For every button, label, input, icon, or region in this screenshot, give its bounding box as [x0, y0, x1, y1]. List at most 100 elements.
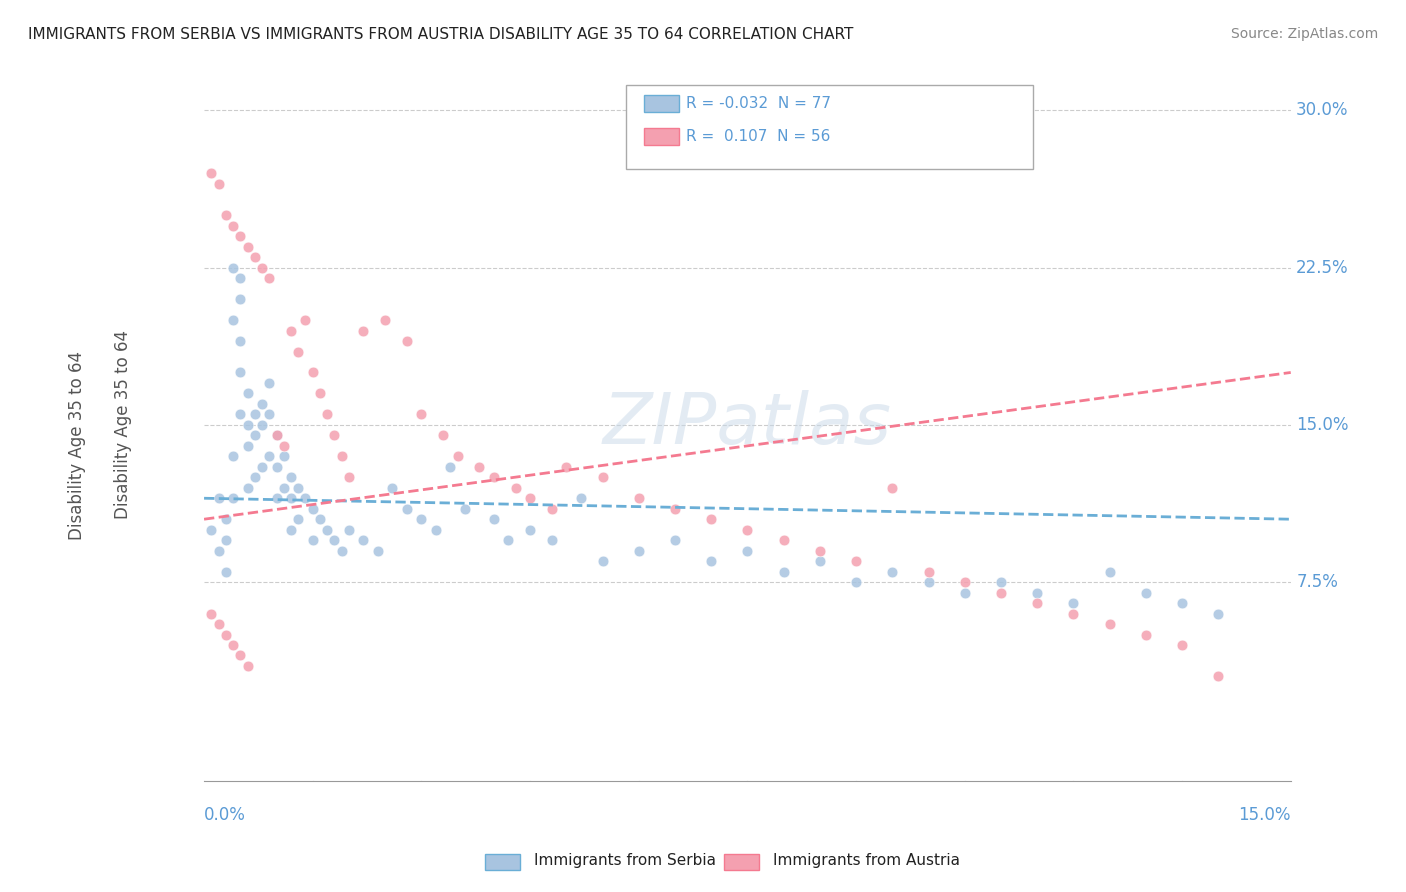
Point [990, 575, 1012, 590]
Point [236, 481, 259, 495]
Point [592, 470, 614, 484]
Point [200, 523, 222, 537]
Point [259, 450, 281, 464]
Text: Source: ZipAtlas.com: Source: ZipAtlas.com [1230, 27, 1378, 41]
Point [439, 459, 461, 474]
Point [808, 554, 831, 568]
Point [250, 397, 273, 411]
Point [236, 439, 259, 453]
Point [222, 491, 245, 506]
Text: 0.0%: 0.0% [204, 806, 246, 824]
Point [990, 585, 1012, 599]
Point [280, 324, 302, 338]
Text: Immigrants from Austria: Immigrants from Austria [773, 854, 960, 868]
Text: ZIPatlas: ZIPatlas [603, 391, 891, 459]
Point [207, 543, 229, 558]
Point [323, 533, 346, 548]
Point [243, 470, 266, 484]
Text: IMMIGRANTS FROM SERBIA VS IMMIGRANTS FROM AUSTRIA DISABILITY AGE 35 TO 64 CORREL: IMMIGRANTS FROM SERBIA VS IMMIGRANTS FRO… [28, 27, 853, 42]
Point [243, 250, 266, 264]
Point [381, 481, 404, 495]
Point [352, 324, 374, 338]
Point [569, 491, 592, 506]
Point [446, 450, 468, 464]
Point [1026, 585, 1049, 599]
Point [200, 166, 222, 180]
Point [207, 617, 229, 632]
Point [273, 439, 295, 453]
Point [808, 543, 831, 558]
Text: R =  0.107  N = 56: R = 0.107 N = 56 [686, 129, 831, 144]
Point [215, 208, 238, 222]
Point [1098, 617, 1121, 632]
Point [266, 428, 288, 442]
Point [1062, 596, 1084, 610]
Point [316, 408, 339, 422]
Point [273, 450, 295, 464]
Point [236, 659, 259, 673]
Point [200, 607, 222, 621]
Point [882, 565, 904, 579]
Point [374, 313, 396, 327]
Point [1171, 638, 1194, 652]
Point [367, 543, 389, 558]
Text: 7.5%: 7.5% [1296, 573, 1339, 591]
Point [280, 491, 302, 506]
Point [259, 271, 281, 285]
Point [395, 501, 418, 516]
Text: 15.0%: 15.0% [1239, 806, 1291, 824]
Point [519, 491, 541, 506]
Point [236, 417, 259, 432]
Point [519, 523, 541, 537]
Point [215, 565, 238, 579]
Point [266, 459, 288, 474]
Point [540, 533, 562, 548]
Point [229, 292, 252, 306]
Point [627, 543, 650, 558]
Point [482, 470, 505, 484]
Point [700, 554, 723, 568]
Point [294, 491, 316, 506]
Point [737, 543, 759, 558]
Point [280, 470, 302, 484]
Point [498, 533, 520, 548]
Point [229, 648, 252, 663]
Point [280, 523, 302, 537]
Point [482, 512, 505, 526]
Point [468, 459, 491, 474]
Point [243, 428, 266, 442]
Point [737, 523, 759, 537]
Text: 15.0%: 15.0% [1296, 416, 1348, 434]
Point [540, 501, 562, 516]
Point [627, 491, 650, 506]
Point [250, 459, 273, 474]
Point [917, 565, 939, 579]
Point [1098, 565, 1121, 579]
Point [882, 481, 904, 495]
Point [1062, 607, 1084, 621]
Point [259, 408, 281, 422]
Point [229, 366, 252, 380]
Point [1135, 627, 1157, 641]
Text: Immigrants from Serbia: Immigrants from Serbia [534, 854, 716, 868]
Point [215, 533, 238, 548]
Point [309, 512, 332, 526]
Point [1171, 596, 1194, 610]
Point [287, 512, 309, 526]
Text: 22.5%: 22.5% [1296, 259, 1348, 277]
Point [395, 334, 418, 348]
Point [294, 313, 316, 327]
Point [207, 491, 229, 506]
Text: R = -0.032  N = 77: R = -0.032 N = 77 [686, 96, 831, 111]
Point [301, 366, 323, 380]
Point [266, 428, 288, 442]
Point [953, 585, 976, 599]
Point [259, 376, 281, 390]
Point [425, 523, 447, 537]
Point [309, 386, 332, 401]
Point [664, 501, 686, 516]
Point [454, 501, 477, 516]
Point [845, 554, 868, 568]
Point [330, 543, 353, 558]
Point [222, 219, 245, 233]
